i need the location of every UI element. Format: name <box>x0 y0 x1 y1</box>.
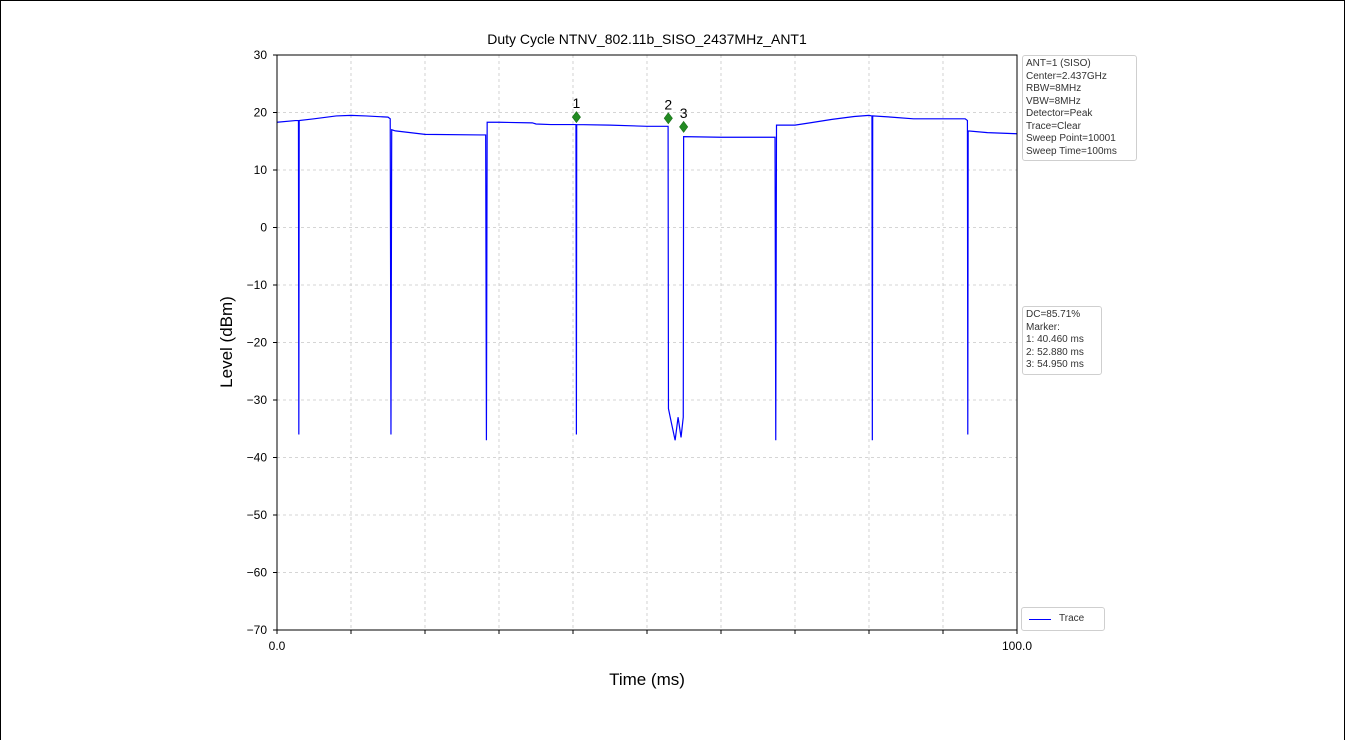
settings-line: ANT=1 (SISO) <box>1026 58 1091 69</box>
marker-diamond <box>679 120 689 133</box>
y-axis-label: Level (dBm) <box>217 296 236 388</box>
marker-diamond <box>663 112 673 125</box>
markers: 1 23 <box>571 95 689 133</box>
y-tick-label: −60 <box>247 566 268 580</box>
y-tick-label: 20 <box>254 106 268 120</box>
measurement-settings-box: ANT=1 (SISO) Center=2.437GHz RBW=8MHz VB… <box>1022 55 1137 161</box>
chart-title: Duty Cycle NTNV_802.11b_SISO_2437MHz_ANT… <box>487 31 807 47</box>
x-tick-label: 0.0 <box>269 639 286 653</box>
settings-line: Trace=Clear <box>1026 120 1081 132</box>
marker-label: 2 <box>664 96 672 112</box>
y-tick-label: 0 <box>260 221 267 235</box>
grid <box>277 55 1017 630</box>
trace-series <box>276 114 1018 441</box>
y-tick-label: −20 <box>247 336 268 350</box>
duty-cycle-value: DC=85.71% <box>1026 309 1081 320</box>
y-tick-label: 10 <box>254 163 268 177</box>
trace-line <box>276 114 1018 441</box>
marker-diamond <box>571 111 581 124</box>
legend: Trace <box>1021 607 1105 631</box>
marker-readout-1: 1: 40.460 ms <box>1026 334 1084 345</box>
marker-heading: Marker: <box>1026 321 1060 333</box>
settings-line: Sweep Time=100ms <box>1026 145 1117 157</box>
legend-label: Trace <box>1059 613 1085 624</box>
marker-readout-3: 3: 54.950 ms <box>1026 359 1084 370</box>
y-tick-label: −50 <box>247 508 268 522</box>
y-tick-label: −30 <box>247 393 268 407</box>
marker-readout-2: 2: 52.880 ms <box>1026 346 1084 358</box>
x-tick-label: 100.0 <box>1002 639 1032 653</box>
marker-label: 1 <box>573 95 581 111</box>
y-tick-label: −70 <box>247 623 268 637</box>
settings-line: VBW=8MHz <box>1026 95 1081 107</box>
y-tick-label: −10 <box>247 278 268 292</box>
settings-line: RBW=8MHz <box>1026 83 1082 94</box>
duty-cycle-results-box: DC=85.71% Marker: 1: 40.460 ms 2: 52.880… <box>1022 306 1102 375</box>
y-tick-label: 30 <box>254 48 268 62</box>
settings-line: Center=2.437GHz <box>1026 70 1107 82</box>
marker-label: 3 <box>680 105 688 121</box>
axes: 30 20 10 0 −10 −20 −30 −40 −50 −60 −700.0 100.0 <box>247 48 1033 653</box>
settings-line: Detector=Peak <box>1026 108 1093 119</box>
legend-swatch <box>1029 619 1051 620</box>
x-axis-label: Time (ms) <box>609 670 685 689</box>
y-tick-label: −40 <box>247 451 268 465</box>
settings-line: Sweep Point=10001 <box>1026 133 1116 144</box>
